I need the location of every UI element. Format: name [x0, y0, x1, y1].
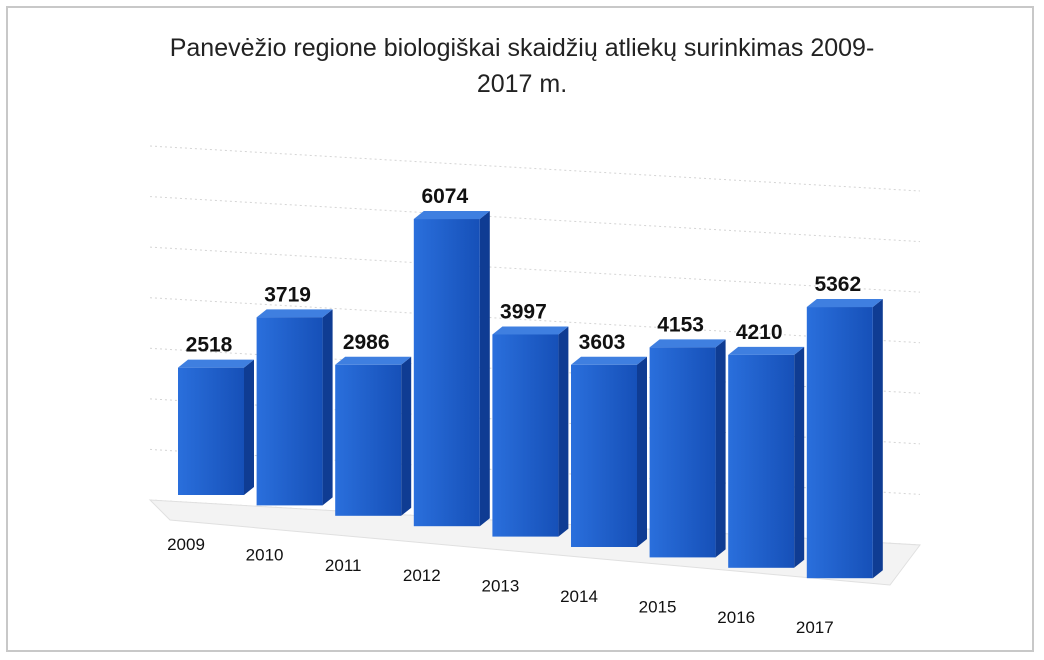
bar-top	[413, 211, 490, 220]
bar-top	[649, 339, 726, 348]
bar	[256, 317, 323, 506]
data-label: 3719	[264, 283, 311, 306]
data-label: 6074	[421, 185, 468, 208]
x-tick-label: 2012	[403, 566, 441, 585]
bar-side	[637, 356, 647, 547]
bar-side	[558, 326, 569, 537]
x-tick-label: 2009	[167, 535, 205, 554]
x-tick-label: 2014	[560, 587, 598, 606]
bar-top	[256, 309, 333, 318]
bar	[492, 334, 559, 537]
bar-top	[728, 346, 805, 355]
data-label: 2518	[186, 334, 233, 357]
bar	[649, 347, 716, 558]
chart-title: Panevėžio regione biologiškai skaidžių a…	[169, 34, 875, 98]
bar-top	[492, 326, 569, 335]
grid-line	[149, 145, 921, 192]
grid-line	[149, 246, 921, 293]
bar	[806, 307, 873, 579]
bar	[178, 367, 244, 495]
data-label: 4153	[657, 313, 704, 336]
bar-top	[335, 356, 412, 365]
bar	[571, 364, 637, 547]
x-tick-label: 2017	[796, 618, 834, 637]
bar-top	[178, 359, 254, 368]
x-tick-label: 2010	[246, 545, 284, 564]
grid-line	[149, 196, 921, 243]
bar	[413, 219, 480, 527]
data-label: 4210	[736, 321, 783, 344]
bar-top	[806, 299, 883, 308]
data-label: 5362	[814, 273, 861, 296]
bar-side	[479, 211, 490, 527]
bar	[728, 354, 795, 568]
bar-side	[322, 309, 333, 506]
x-tick-label: 2013	[481, 577, 519, 596]
bar-side	[401, 356, 412, 516]
bar-side	[244, 359, 254, 495]
data-label: 3603	[579, 331, 626, 354]
data-label: 2986	[343, 331, 390, 354]
grid-line	[149, 297, 921, 344]
x-tick-label: 2015	[639, 597, 677, 616]
bar-side	[715, 339, 726, 558]
x-tick-label: 2011	[325, 556, 362, 575]
data-label: 3997	[500, 300, 547, 323]
bar-top	[571, 356, 647, 365]
bar	[335, 364, 402, 516]
bar-side	[794, 346, 805, 568]
bar-side	[872, 299, 883, 579]
x-tick-label: 2016	[717, 608, 755, 627]
